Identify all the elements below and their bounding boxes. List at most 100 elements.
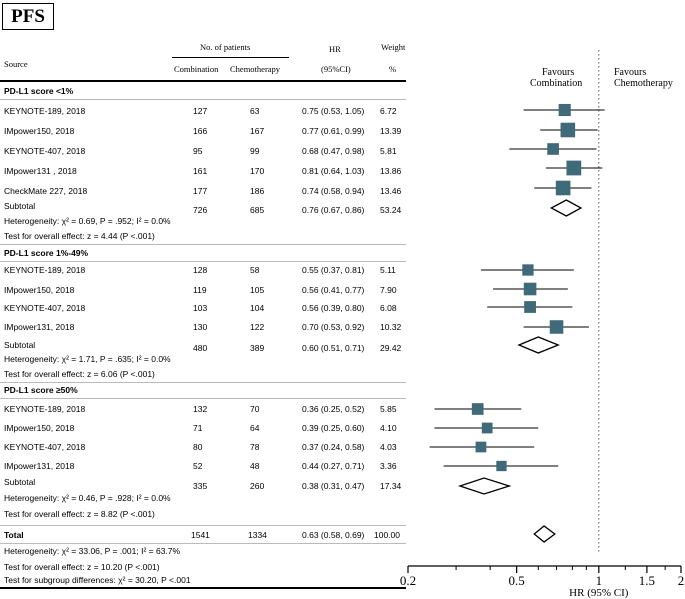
subgroup-divider	[0, 398, 406, 399]
effect-square	[475, 441, 487, 453]
subtotal-diamond	[549, 199, 583, 217]
hr-value: 0.68 (0.47, 0.98)	[302, 146, 365, 156]
total-diamond	[533, 525, 556, 543]
study-name: IMpower131 , 2018	[4, 166, 77, 176]
study-name: KEYNOTE-189, 2018	[4, 106, 86, 116]
study-name: IMpower150, 2018	[4, 126, 75, 136]
combination-n: 161	[193, 166, 208, 176]
effect-square	[496, 460, 507, 472]
combination-n: 726	[193, 205, 208, 215]
subtotal-diamond	[457, 477, 512, 495]
hr-value: 0.38 (0.31, 0.47)	[302, 481, 365, 491]
study-name: IMpower150, 2018	[4, 423, 75, 433]
heterogeneity-text: Heterogeneity: χ² = 0.69, P = .952; I² =…	[4, 216, 171, 226]
header-source: Source	[4, 59, 28, 69]
study-name: KEYNOTE-407, 2018	[4, 442, 86, 452]
combination-n: 128	[193, 265, 208, 275]
footer-rule	[0, 587, 406, 589]
combination-n: 130	[193, 322, 208, 332]
header-chemotherapy: Chemotherapy	[230, 64, 281, 74]
header-rule	[0, 80, 406, 82]
hr-value: 0.55 (0.37, 0.81)	[302, 265, 365, 275]
effect-square	[522, 264, 534, 276]
header-pct: %	[389, 64, 397, 74]
combination-n: 127	[193, 106, 208, 116]
subtotal-label: Subtotal	[4, 340, 36, 350]
weight-value: 4.03	[380, 442, 397, 452]
tick-label: 2	[678, 573, 685, 588]
weight-value: 5.81	[380, 146, 397, 156]
weight-value: 100.00	[374, 530, 400, 540]
hr-value: 0.37 (0.24, 0.58)	[302, 442, 365, 452]
effect-square	[566, 160, 582, 176]
effect-square	[524, 301, 536, 313]
header-no-patients: No. of patients	[200, 42, 251, 52]
effect-square	[523, 282, 537, 296]
tick-label: 1.5	[639, 573, 655, 588]
combination-n: 132	[193, 404, 208, 414]
effect-square	[547, 143, 559, 155]
figure-label: PFS	[2, 3, 54, 30]
weight-value: 5.11	[380, 265, 396, 275]
weight-value: 13.39	[380, 126, 402, 136]
chemotherapy-n: 170	[250, 166, 265, 176]
subgroup-divider	[0, 244, 406, 245]
favours-left-line1: Favours	[542, 67, 575, 78]
weight-value: 7.90	[380, 285, 397, 295]
total-overall-effect: Test for overall effect: z = 10.20 (P <.…	[4, 562, 160, 572]
favours-chemotherapy: Favours Chemotherapy	[614, 67, 673, 89]
subgroup-differences: Test for subgroup differences: χ² = 30.2…	[4, 575, 191, 585]
total-divider	[0, 543, 406, 544]
chemotherapy-n: 48	[250, 461, 260, 471]
subtotal-label: Subtotal	[4, 201, 36, 211]
hr-value: 0.63 (0.58, 0.69)	[302, 530, 365, 540]
x-axis-label: HR (95% CI)	[569, 587, 629, 599]
effect-square	[558, 103, 571, 117]
subgroup-title: PD-L1 score <1%	[4, 86, 74, 96]
hr-value: 0.70 (0.53, 0.92)	[302, 322, 365, 332]
weight-value: 3.36	[380, 461, 397, 471]
effect-square	[549, 320, 564, 334]
subgroup-title: PD-L1 score ≥50%	[4, 385, 78, 395]
chemotherapy-n: 122	[250, 322, 265, 332]
subgroup-divider	[0, 99, 406, 100]
chemotherapy-n: 260	[250, 481, 265, 491]
favours-combination: Favours Combination	[530, 67, 630, 89]
weight-value: 4.10	[380, 423, 397, 433]
chemotherapy-n: 78	[250, 442, 260, 452]
tick-label: 0.5	[509, 573, 525, 588]
study-name: KEYNOTE-189, 2018	[4, 265, 86, 275]
chemotherapy-n: 186	[250, 186, 265, 196]
header-hr: HR	[329, 44, 341, 54]
weight-value: 17.34	[380, 481, 402, 491]
weight-value: 53.24	[380, 205, 402, 215]
study-name: KEYNOTE-407, 2018	[4, 303, 86, 313]
chemotherapy-n: 685	[250, 205, 265, 215]
combination-n: 335	[193, 481, 208, 491]
hr-value: 0.36 (0.25, 0.52)	[302, 404, 365, 414]
study-name: IMpower150, 2018	[4, 285, 75, 295]
chemotherapy-n: 1334	[248, 530, 267, 540]
header-ci: (95%CI)	[321, 64, 351, 74]
combination-n: 177	[193, 186, 208, 196]
chemotherapy-n: 63	[250, 106, 260, 116]
combination-n: 1541	[191, 530, 210, 540]
hr-value: 0.44 (0.27, 0.71)	[302, 461, 365, 471]
combination-n: 80	[193, 442, 203, 452]
study-name: IMpower131, 2018	[4, 322, 75, 332]
heterogeneity-text: Heterogeneity: χ² = 0.46, P = .928; I² =…	[4, 493, 171, 503]
chemotherapy-n: 58	[250, 265, 260, 275]
combination-n: 166	[193, 126, 208, 136]
hr-value: 0.56 (0.41, 0.77)	[302, 285, 365, 295]
subgroup-divider	[0, 261, 406, 262]
favours-left-line2: Combination	[530, 78, 583, 89]
total-heterogeneity: Heterogeneity: χ² = 33.06, P = .001; I² …	[4, 546, 181, 556]
study-name: KEYNOTE-407, 2018	[4, 146, 86, 156]
weight-value: 13.46	[380, 186, 402, 196]
hr-value: 0.81 (0.64, 1.03)	[302, 166, 365, 176]
subgroup-divider	[0, 382, 406, 383]
subgroup-divider	[0, 525, 406, 526]
chemotherapy-n: 64	[250, 423, 260, 433]
favours-right-line1: Favours	[614, 67, 647, 78]
